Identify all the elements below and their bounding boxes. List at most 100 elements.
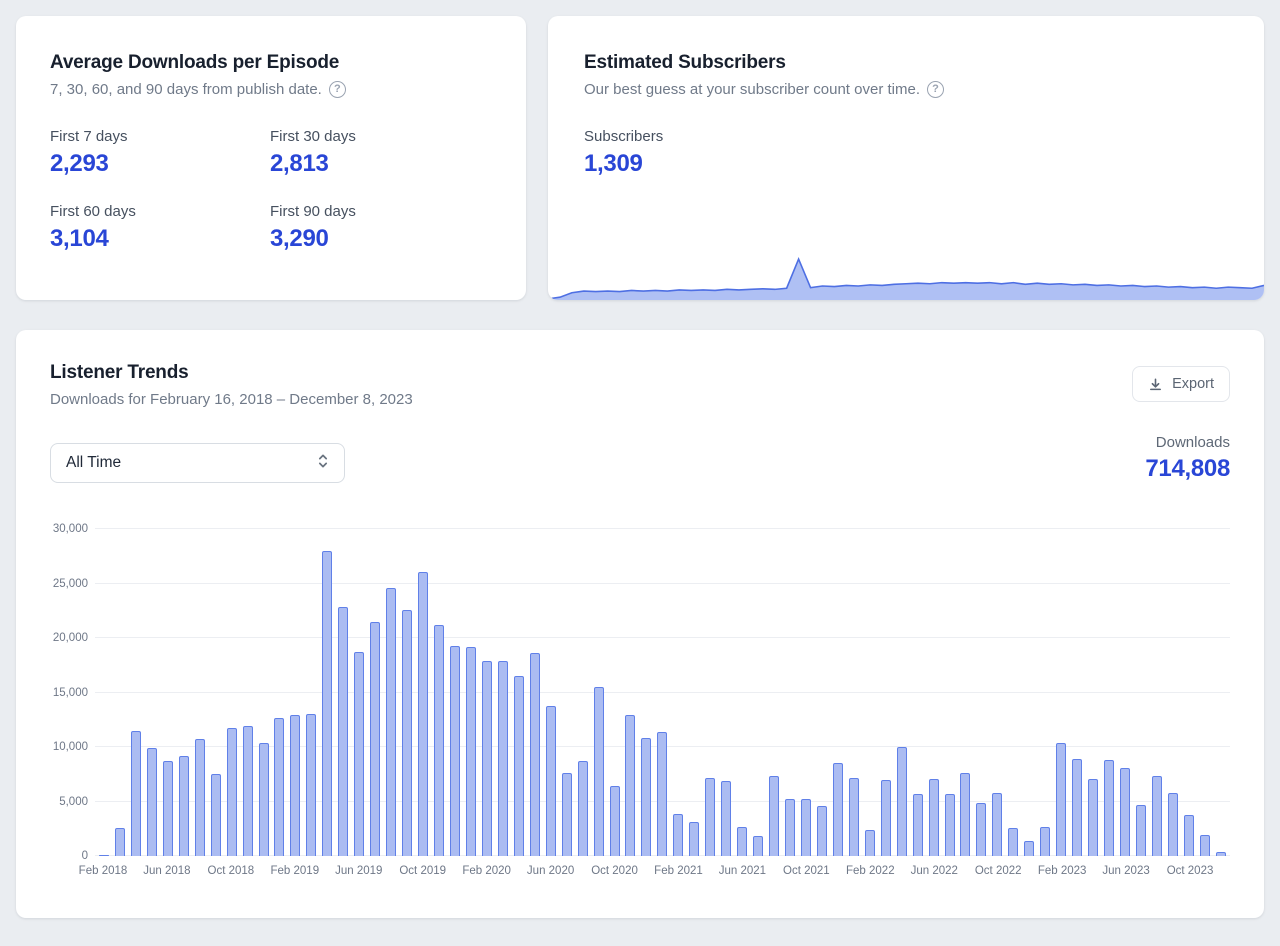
bar[interactable] [657,731,668,856]
bar[interactable] [1215,851,1226,856]
bar[interactable] [641,738,652,856]
chevron-up-down-icon [315,452,331,475]
bar[interactable] [721,780,732,856]
bar[interactable] [561,773,572,856]
bar[interactable] [146,748,157,856]
bar[interactable] [593,687,604,856]
bar[interactable] [912,793,923,856]
bar[interactable] [848,777,859,856]
bar[interactable] [1167,792,1178,856]
top-row: Average Downloads per Episode 7, 30, 60,… [16,16,1264,300]
avg-downloads-subtitle: 7, 30, 60, and 90 days from publish date… [50,81,322,98]
bar[interactable] [864,829,875,856]
help-icon[interactable]: ? [926,81,944,98]
bar[interactable] [226,728,237,856]
bar[interactable] [1040,826,1051,856]
x-tick-label: Jun 2020 [526,865,575,877]
bar[interactable] [896,747,907,856]
bar[interactable] [258,742,269,856]
bar[interactable] [832,763,843,856]
bar[interactable] [513,676,524,856]
x-tick-label: Feb 2021 [654,865,703,877]
bar[interactable] [210,774,221,856]
bar[interactable] [338,607,349,856]
x-tick-label: Oct 2022 [974,865,1022,877]
bar[interactable] [737,827,748,856]
bar[interactable] [386,587,397,856]
bar[interactable] [1024,840,1035,856]
bar[interactable] [800,799,811,856]
bar[interactable] [434,624,445,856]
stat-first-60-days: First 60 days 3,104 [50,203,270,253]
bar[interactable] [194,739,205,856]
bar[interactable] [418,571,429,856]
bar[interactable] [753,836,764,856]
y-tick-label: 30,000 [52,523,88,535]
bar[interactable] [545,705,556,856]
bar[interactable] [1135,804,1146,856]
y-tick-label: 0 [81,850,88,862]
gridline [95,691,1230,693]
bar[interactable] [290,715,301,856]
x-tick-label: Oct 2019 [399,865,447,877]
bar[interactable] [465,646,476,856]
bar[interactable] [577,761,588,856]
bar[interactable] [529,653,540,856]
bar[interactable] [354,652,365,856]
subscribers-area-chart [548,244,1264,300]
bar[interactable] [1104,760,1115,856]
bar[interactable] [816,805,827,856]
bar[interactable] [1151,776,1162,856]
listener-trends-card: Listener Trends Downloads for February 1… [16,330,1264,918]
bar[interactable] [481,660,492,856]
bar[interactable] [242,726,253,856]
stat-value: 2,293 [50,150,109,177]
time-range-value: All Time [66,454,122,471]
bar[interactable] [625,715,636,856]
bar[interactable] [1088,778,1099,856]
bar[interactable] [497,660,508,856]
x-tick-label: Feb 2023 [1037,865,1087,877]
stat-label: First 7 days [50,128,128,145]
bar[interactable] [1072,759,1083,856]
bar[interactable] [306,714,317,856]
bar[interactable] [689,822,700,856]
downloads-value: 714,808 [1145,455,1230,482]
help-icon[interactable]: ? [328,81,346,98]
bar[interactable] [960,773,971,856]
bar[interactable] [1120,767,1130,856]
bar[interactable] [880,779,891,856]
bar[interactable] [928,778,939,856]
bar[interactable] [322,550,333,856]
bar[interactable] [162,761,173,856]
bar[interactable] [1008,827,1019,856]
bar[interactable] [705,777,716,856]
bar[interactable] [1056,742,1067,856]
x-tick-label: Jun 2022 [910,865,958,877]
export-button[interactable]: Export [1132,366,1230,402]
bar[interactable] [784,799,795,856]
bar[interactable] [944,793,955,856]
time-range-select[interactable]: All Time [50,443,345,483]
bar[interactable] [992,792,1003,856]
bar[interactable] [370,621,381,856]
bar[interactable] [130,730,141,856]
bar[interactable] [609,786,620,856]
bar[interactable] [769,776,780,856]
downloads-label: Downloads [1155,434,1230,451]
bar[interactable] [114,827,125,856]
bar[interactable] [274,717,285,856]
bar[interactable] [1183,814,1194,856]
bar[interactable] [449,645,460,856]
plot-area [95,528,1230,856]
x-tick-label: Oct 2018 [207,865,255,877]
bar[interactable] [976,802,987,856]
estimated-subscribers-subtitle: Our best guess at your subscriber count … [584,81,920,98]
bar[interactable] [1199,835,1210,856]
bar[interactable] [178,755,189,856]
y-tick-label: 5,000 [59,795,88,808]
bar[interactable] [99,854,109,856]
bar[interactable] [673,813,684,856]
stat-first-7-days: First 7 days 2,293 [50,128,270,178]
bar[interactable] [402,609,413,856]
